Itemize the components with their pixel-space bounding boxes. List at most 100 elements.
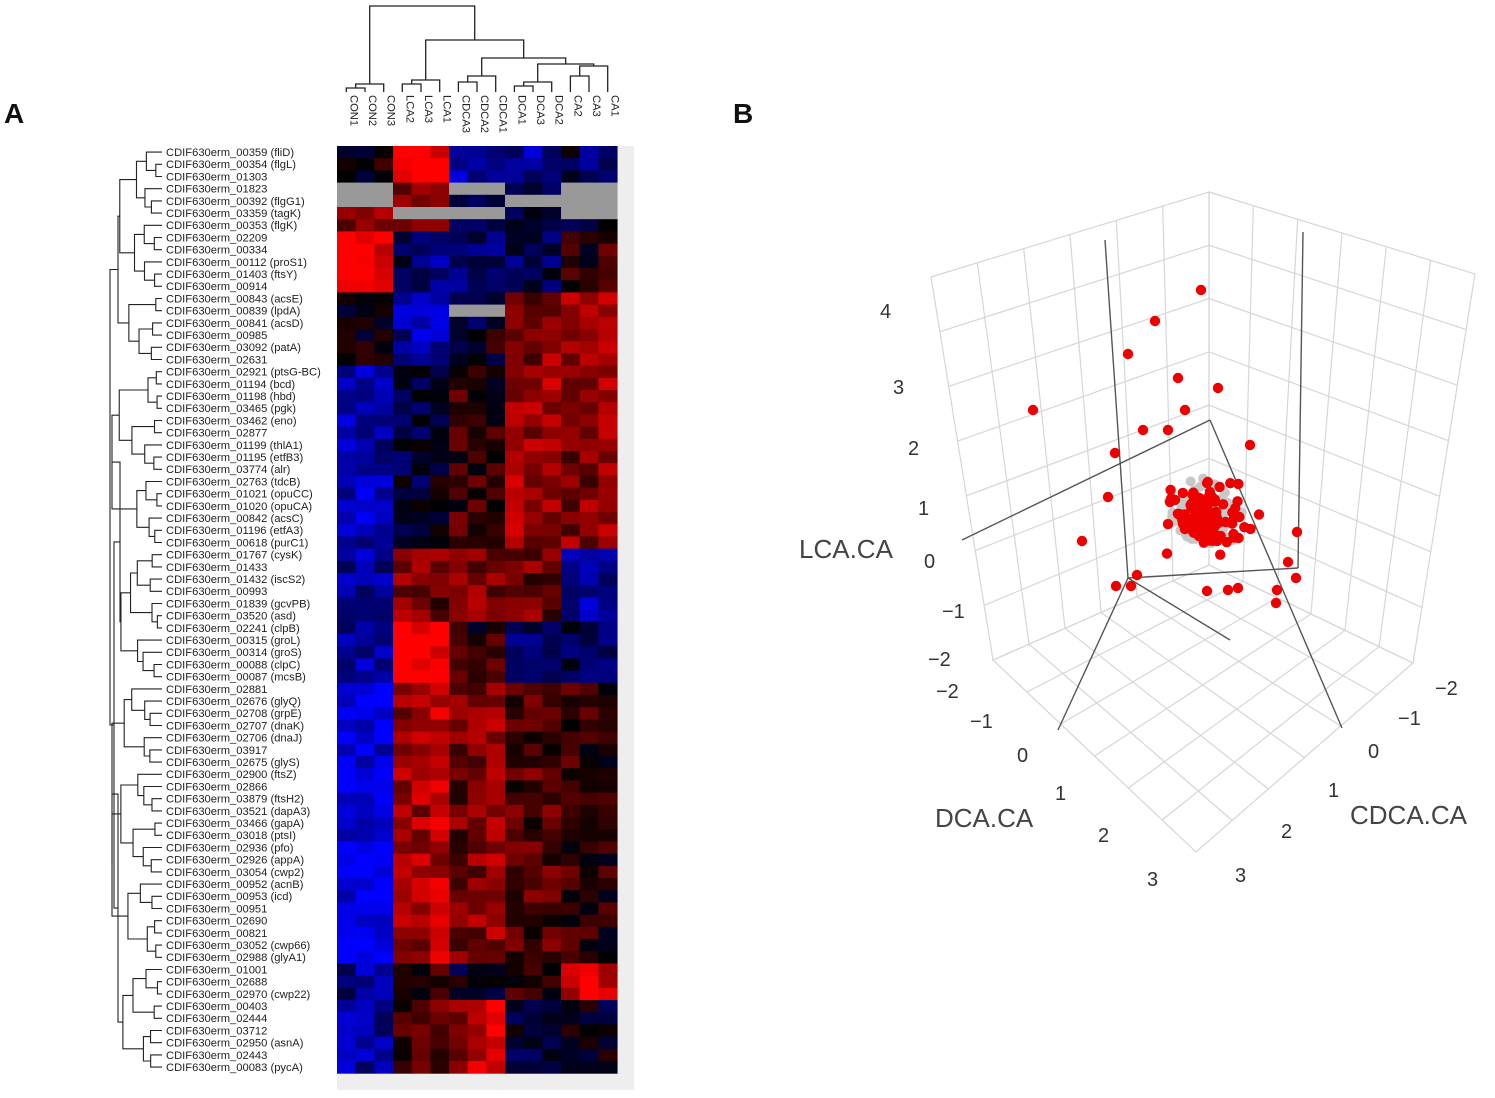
heatmap-cell	[393, 207, 413, 220]
heatmap-cell	[598, 438, 618, 452]
heatmap-cell	[337, 536, 357, 550]
heatmap-cell	[430, 695, 450, 708]
dendrogram-link	[155, 297, 162, 312]
heatmap-cell	[467, 743, 487, 757]
heatmap-cell	[579, 975, 599, 989]
heatmap-cell	[505, 1061, 525, 1074]
heatmap-cell	[505, 329, 525, 342]
heatmap-cell	[411, 585, 431, 598]
heatmap-cell	[393, 304, 413, 318]
heatmap-cell	[393, 280, 413, 293]
heatmap-cell	[523, 743, 543, 757]
heatmap-cell	[486, 646, 506, 659]
data-point-red	[1201, 585, 1213, 597]
heatmap-cell	[542, 707, 562, 720]
heatmap-cell	[542, 890, 562, 903]
heatmap-cell	[542, 1061, 562, 1074]
dendrogram-link	[156, 981, 162, 995]
heatmap-cell	[467, 475, 487, 489]
heatmap-cell	[598, 670, 618, 684]
heatmap-cell	[337, 463, 357, 476]
grid-line	[1242, 205, 1254, 582]
heatmap-cell	[337, 316, 357, 330]
heatmap-cell	[449, 573, 469, 586]
heatmap-cell	[542, 390, 562, 403]
heatmap-cell	[467, 670, 487, 684]
heatmap-cell	[598, 1000, 618, 1013]
dendrogram-link	[151, 895, 162, 910]
heatmap-cell	[449, 1061, 469, 1074]
heatmap-cell	[374, 585, 394, 598]
heatmap-cell	[337, 963, 357, 977]
heatmap-cell	[449, 255, 469, 269]
heatmap-cell	[505, 377, 525, 391]
heatmap-cell	[411, 841, 431, 855]
heatmap-cell	[337, 182, 357, 196]
heatmap-cell	[542, 963, 562, 977]
heatmap-cell	[430, 463, 450, 476]
heatmap-cell	[505, 182, 525, 196]
heatmap-cell	[542, 182, 562, 196]
heatmap-cell	[337, 329, 357, 342]
heatmap-cell	[411, 804, 431, 818]
row-label: CDIF630erm_03052 (cwp66)	[166, 940, 311, 952]
heatmap-cell	[374, 743, 394, 757]
heatmap-cell	[505, 902, 525, 916]
heatmap-cell	[374, 1036, 394, 1050]
heatmap-cell	[542, 219, 562, 232]
heatmap-cell	[355, 841, 375, 855]
heatmap-cell	[598, 463, 618, 476]
heatmap-cell	[523, 231, 543, 245]
row-label: CDIF630erm_03462 (eno)	[166, 415, 297, 427]
heatmap-cell	[449, 682, 469, 696]
heatmap-cell	[505, 914, 525, 928]
heatmap-cell	[430, 719, 450, 733]
heatmap-cell	[374, 646, 394, 659]
heatmap-cell	[430, 512, 450, 525]
heatmap-cell	[579, 878, 599, 891]
heatmap-cell	[561, 658, 581, 672]
heatmap-cell	[393, 865, 413, 879]
heatmap-cell	[523, 255, 543, 269]
heatmap-cell	[486, 609, 506, 623]
z-axis-title: LCA.CA	[799, 534, 894, 564]
heatmap-cell	[486, 524, 506, 537]
dendrogram-link	[120, 784, 138, 844]
heatmap-cell	[505, 719, 525, 733]
heatmap-cell	[374, 1061, 394, 1074]
heatmap-cell	[411, 451, 431, 464]
heatmap-cell	[486, 658, 506, 672]
heatmap-cell	[374, 207, 394, 220]
heatmap-cell	[374, 231, 394, 245]
scatter3d-panel: B −2 −1 0 1 2 3 4 −2 −1 0 1 2 3 −2 −1 0 1 2 3 LCA.CA DCA.CA C…	[700, 0, 1495, 1093]
column-label: LCA2	[403, 95, 415, 123]
heatmap-cell	[393, 914, 413, 928]
heatmap-cell	[505, 670, 525, 684]
heatmap-cell	[449, 207, 469, 220]
heatmap-cell	[486, 951, 506, 964]
row-label: CDIF630erm_00914	[166, 281, 267, 293]
heatmap-cell	[411, 158, 431, 171]
heatmap-cell	[393, 634, 413, 647]
row-label: CDIF630erm_03465 (pgk)	[166, 403, 296, 415]
dendrogram-link	[137, 773, 162, 797]
grid-line	[948, 297, 1458, 387]
heatmap-cell	[523, 804, 543, 818]
heatmap-cell	[393, 560, 413, 574]
heatmap-cell	[430, 329, 450, 342]
heatmap-cell	[523, 182, 543, 196]
heatmap-cell	[523, 1048, 543, 1062]
heatmap-cell	[449, 194, 469, 208]
row-label: CDIF630erm_00839 (lpdA)	[166, 306, 301, 318]
heatmap-cell	[579, 829, 599, 842]
heatmap-cell	[337, 914, 357, 928]
heatmap-cell	[374, 499, 394, 513]
panel-label-b: B	[733, 98, 754, 129]
heatmap-cell	[393, 1000, 413, 1013]
dendrogram-link	[155, 944, 162, 958]
heatmap-cell	[337, 146, 357, 159]
row-label: CDIF630erm_02706 (dnaJ)	[166, 733, 302, 745]
heatmap-cell	[598, 170, 618, 184]
heatmap-cell	[561, 987, 581, 1001]
heatmap-cell	[505, 292, 525, 306]
